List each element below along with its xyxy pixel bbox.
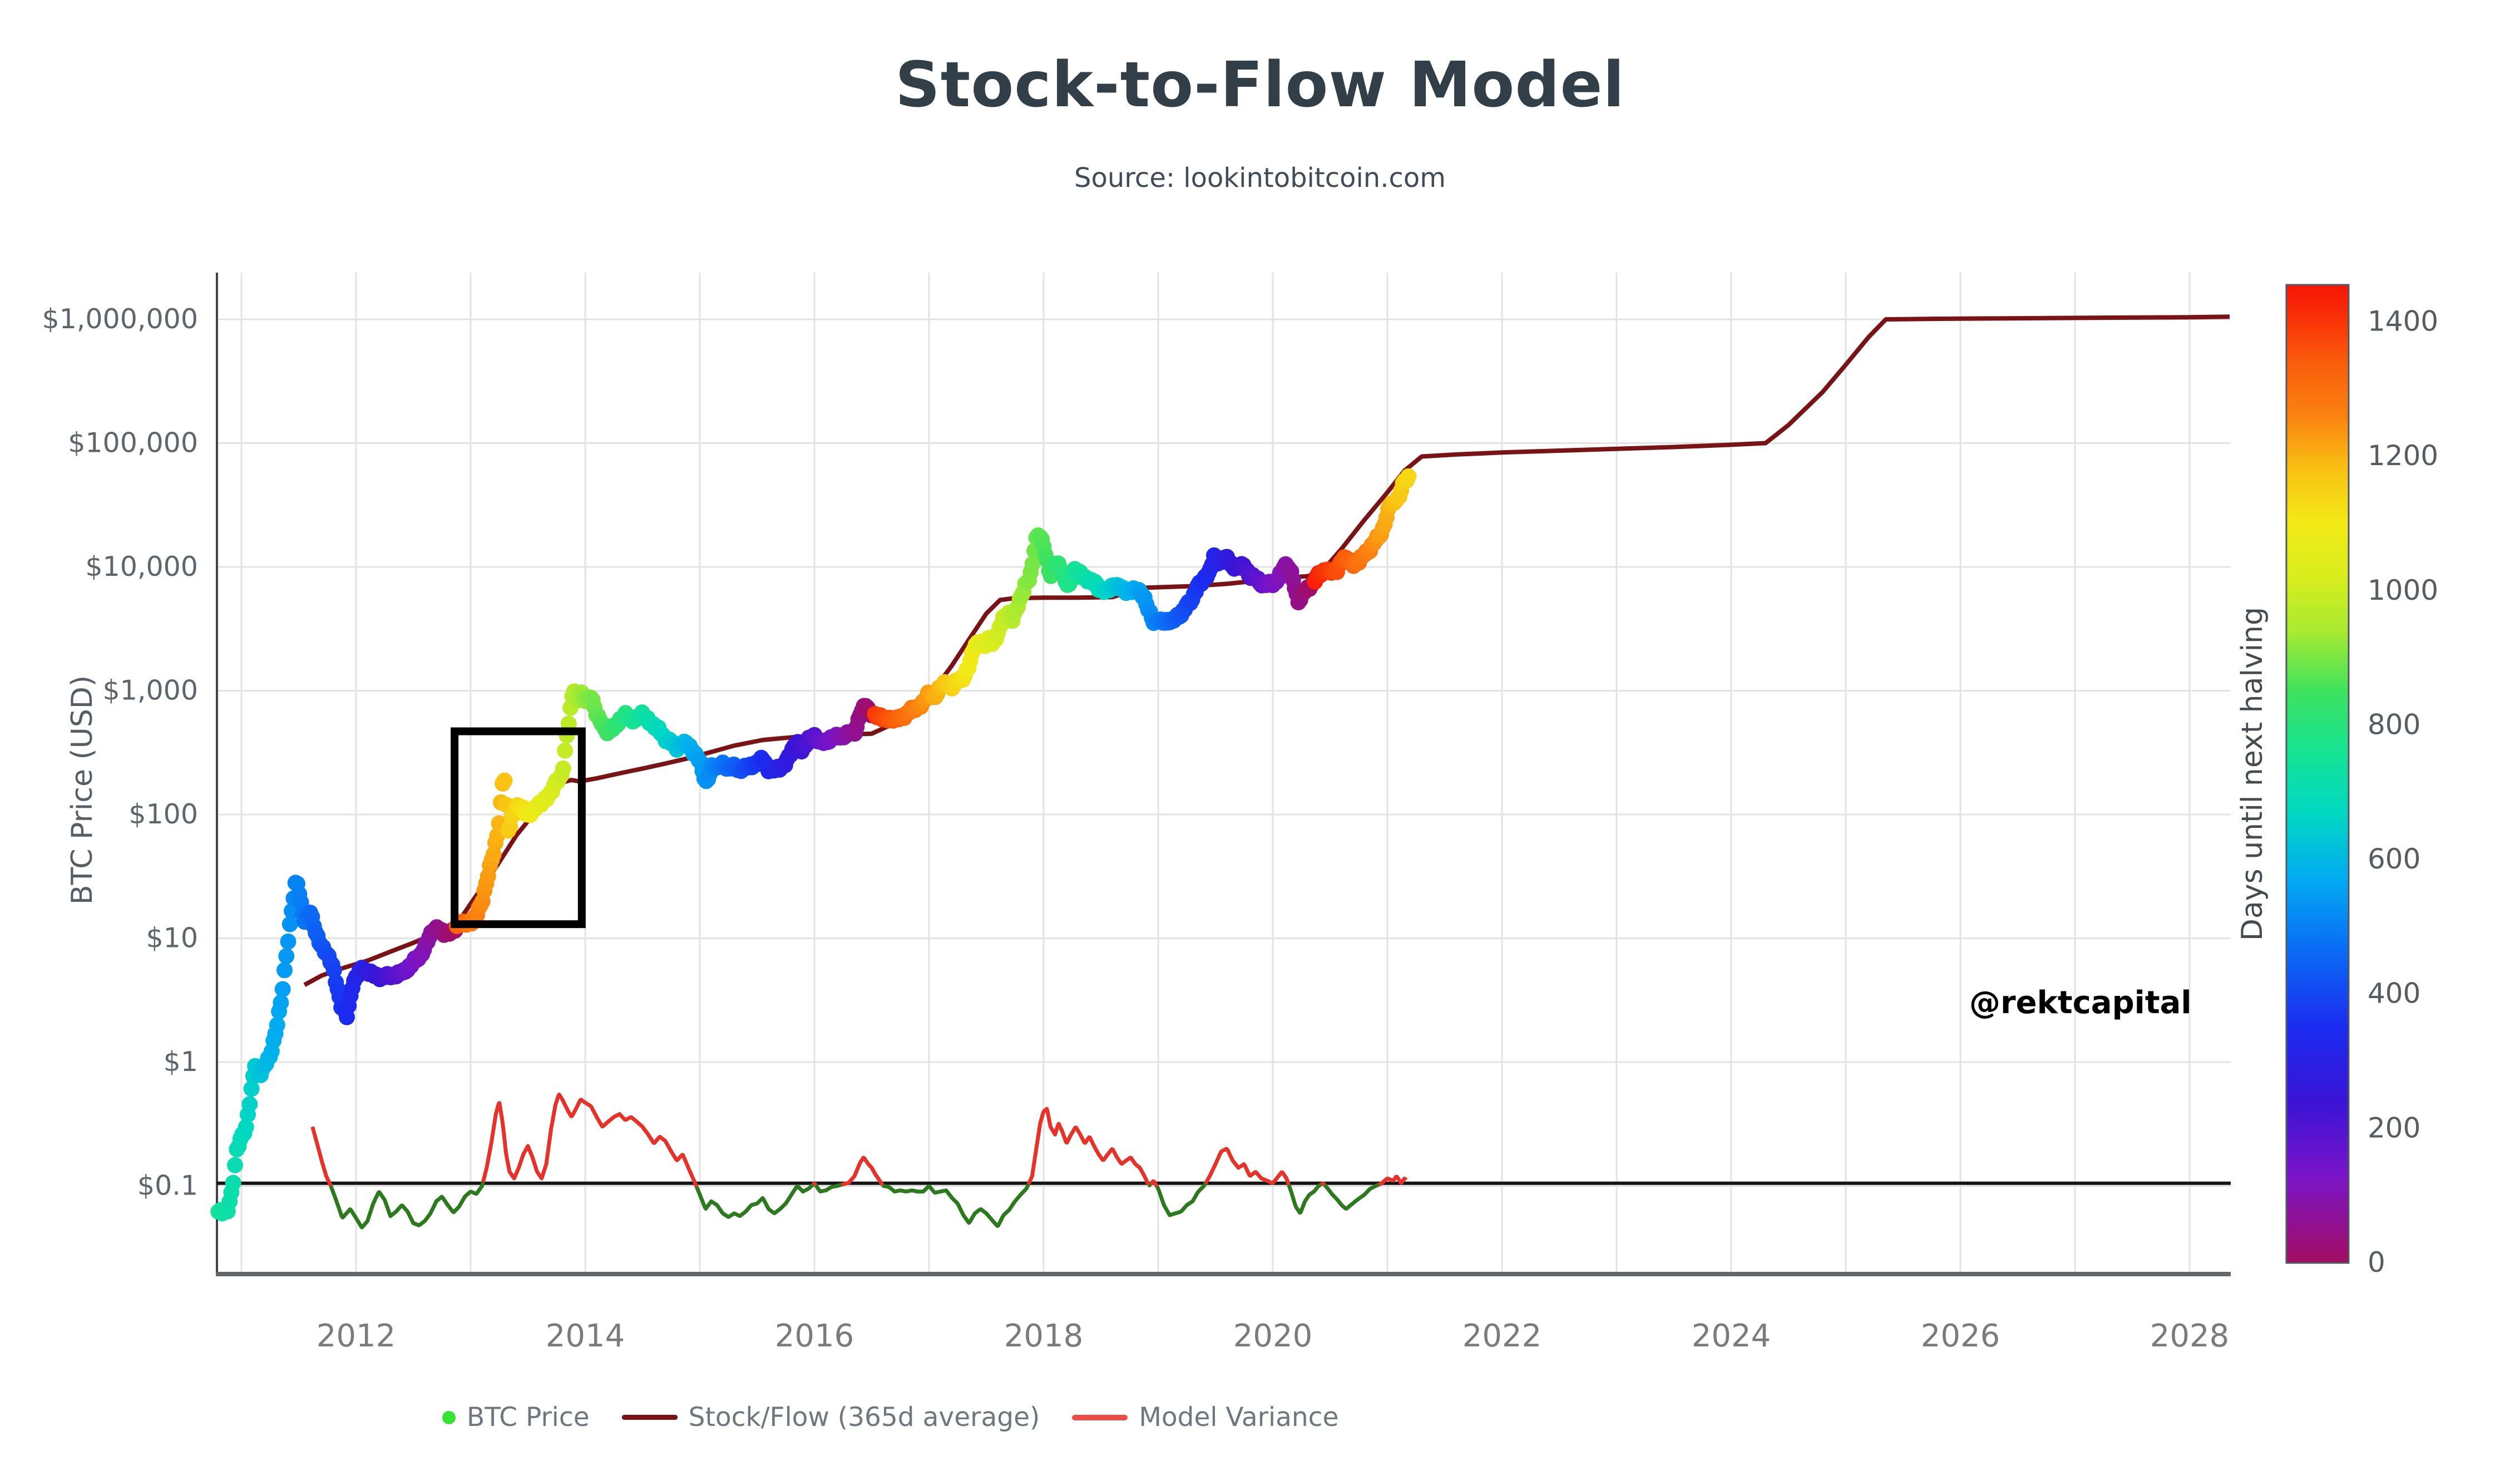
btc-price-point: [273, 994, 289, 1011]
btc-price-point: [241, 1096, 258, 1113]
model-variance-line[interactable]: [481, 1092, 699, 1188]
colorbar-title: Days until next halving: [2236, 607, 2269, 941]
btc-price-point: [325, 962, 342, 979]
colorbar-tick-label: 600: [2368, 843, 2420, 875]
annotation-box: [451, 727, 586, 929]
model-variance-line[interactable]: [1320, 1181, 1326, 1187]
colorbar-tick-label: 400: [2368, 978, 2420, 1010]
model-variance-line[interactable]: [1287, 1183, 1322, 1215]
model-variance-line[interactable]: [812, 1182, 818, 1187]
legend-item-btc-price[interactable]: BTC Price: [442, 1402, 590, 1433]
x-tick-label: 2026: [1921, 1318, 2000, 1354]
btc-price-point: [557, 742, 574, 759]
x-tick-label: 2014: [546, 1318, 625, 1354]
model-variance-line[interactable]: [1026, 1107, 1150, 1186]
y-tick-label: $1,000,000: [42, 303, 198, 335]
legend-item-model-variance[interactable]: Model Variance: [1072, 1402, 1338, 1433]
btc-price-point: [276, 962, 293, 979]
model-variance-line[interactable]: [881, 1183, 1030, 1228]
y-tick-label: $10: [146, 922, 198, 954]
btc-price-point: [243, 1080, 260, 1097]
btc-price-point: [238, 1119, 254, 1136]
model-variance-line[interactable]: [694, 1183, 814, 1219]
legend-label: Stock/Flow (365d average): [688, 1402, 1040, 1433]
x-tick-label: 2012: [317, 1318, 396, 1354]
y-tick-label: $100,000: [68, 427, 198, 459]
colorbar: [2285, 284, 2350, 1264]
btc-price-scatter[interactable]: [210, 468, 1417, 1222]
btc-price-point: [1400, 468, 1417, 485]
x-tick-label: 2028: [2150, 1318, 2230, 1354]
btc-price-point: [269, 1016, 285, 1033]
btc-price-dot-icon: [442, 1410, 456, 1424]
y-axis-title: BTC Price (USD): [66, 675, 99, 905]
btc-price-point: [496, 772, 513, 789]
colorbar-tick-label: 800: [2368, 708, 2420, 741]
chart-legend: BTC Price Stock/Flow (365d average) Mode…: [442, 1402, 1338, 1433]
page-title: Stock-to-Flow Model: [895, 49, 1625, 121]
legend-label: Model Variance: [1139, 1402, 1339, 1433]
model-variance-line[interactable]: [1155, 1182, 1207, 1217]
model-variance-line[interactable]: [1147, 1183, 1152, 1188]
btc-price-point: [280, 933, 297, 950]
y-tick-label: $10,000: [85, 551, 198, 583]
colorbar-tick-label: 200: [2368, 1112, 2420, 1144]
btc-price-point: [555, 760, 571, 777]
btc-price-point: [293, 894, 309, 911]
btc-price-point: [227, 1157, 243, 1173]
model-variance-line[interactable]: [329, 1182, 485, 1230]
watermark-text: @rektcapital: [1969, 985, 2192, 1021]
btc-price-point: [278, 948, 295, 964]
model-variance-line-icon: [1072, 1414, 1128, 1420]
model-variance-line[interactable]: [1323, 1183, 1380, 1211]
btc-price-point: [1024, 556, 1041, 572]
x-tick-label: 2018: [1004, 1318, 1084, 1354]
model-variance-line[interactable]: [1377, 1174, 1408, 1187]
model-variance-line[interactable]: [840, 1156, 885, 1187]
btc-price-point: [274, 981, 291, 998]
y-tick-label: $1,000: [103, 675, 198, 707]
colorbar-tick-label: 1200: [2368, 440, 2438, 472]
colorbar-tick-label: 1000: [2368, 574, 2438, 606]
legend-label: BTC Price: [467, 1402, 590, 1433]
page-subtitle: Source: lookintobitcoin.com: [1074, 162, 1446, 194]
y-tick-label: $0.1: [137, 1170, 198, 1202]
y-tick-label: $1: [164, 1046, 198, 1078]
stock-flow-line[interactable]: [303, 314, 2230, 987]
x-tick-label: 2016: [775, 1318, 854, 1354]
model-variance-line[interactable]: [1149, 1179, 1159, 1187]
model-variance-line[interactable]: [310, 1126, 333, 1187]
btc-price-point: [225, 1174, 241, 1191]
x-tick-label: 2020: [1233, 1318, 1313, 1354]
x-tick-label: 2024: [1692, 1318, 1771, 1354]
colorbar-tick-label: 0: [2368, 1246, 2385, 1279]
x-tick-label: 2022: [1462, 1318, 1542, 1354]
y-tick-label: $100: [129, 798, 198, 830]
colorbar-tick-label: 1400: [2368, 305, 2438, 337]
stock-flow-line-icon: [621, 1415, 678, 1420]
legend-item-stock-flow[interactable]: Stock/Flow (365d average): [621, 1402, 1040, 1433]
model-variance-line[interactable]: [1203, 1147, 1291, 1186]
btc-price-point: [281, 916, 298, 932]
model-variance-line[interactable]: [814, 1183, 843, 1194]
